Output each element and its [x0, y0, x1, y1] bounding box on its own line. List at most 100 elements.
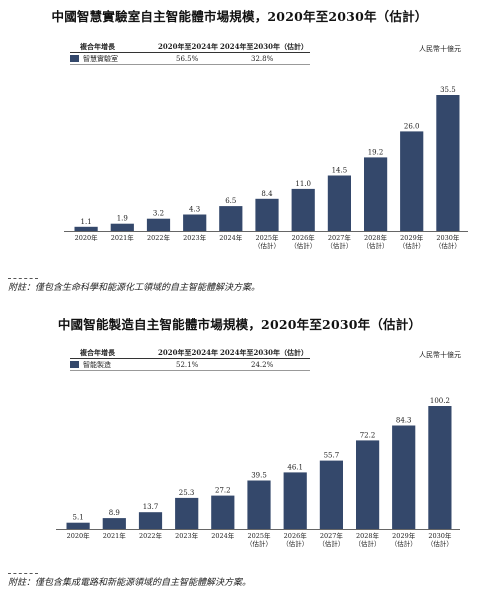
x-tick-label: 2025年	[255, 233, 279, 242]
x-tick-label: 2026年	[292, 233, 316, 242]
x-tick-label: （估計）	[290, 241, 316, 250]
cagr-header-period-2: 2024年至2030年（估計）	[220, 348, 308, 357]
legend-swatch	[70, 361, 79, 368]
chart-title: 中國智能製造自主智能體市場規模，2020年至2030年（估計）	[57, 317, 422, 332]
bar	[400, 131, 424, 231]
bar-value-label: 84.3	[396, 417, 412, 425]
x-tick-label: 2020年	[67, 531, 91, 540]
cagr-header-period-1: 2020年至2024年	[158, 42, 218, 51]
x-tick-label: 2028年	[356, 531, 380, 540]
bar-value-label: 8.4	[261, 190, 273, 198]
x-tick-label: （估計）	[326, 241, 352, 250]
bar	[175, 497, 199, 529]
legend-swatch	[70, 55, 79, 62]
x-tick-label: （估計）	[399, 241, 425, 250]
bar	[319, 460, 343, 529]
cagr-table-header: 複合年增長 2020年至2024年 2024年至2030年（估計）	[70, 42, 310, 53]
cagr-table-row: 智能製造 52.1% 24.2%	[70, 360, 310, 371]
chart-panel-smart-manufacturing: 中國智能製造自主智能體市場規模，2020年至2030年（估計） 複合年增長 20…	[0, 300, 479, 600]
bar-value-label: 3.2	[153, 210, 164, 218]
bar-value-label: 13.7	[143, 503, 159, 511]
bar-value-label: 6.5	[225, 197, 236, 205]
footnote-divider	[8, 278, 38, 279]
x-tick-label: 2023年	[175, 531, 199, 540]
chart-title: 中國智慧實驗室自主智能體市場規模，2020年至2030年（估計）	[51, 9, 428, 24]
x-tick-label: （估計）	[427, 539, 453, 548]
cagr-value-period-2: 32.8%	[251, 55, 274, 63]
bar-value-label: 4.3	[189, 206, 200, 214]
bar-chart-smart-manufacturing: 5.1 2020年 8.9 2021年 13.7 2022年 25.3 2023年 27.2 20…	[56, 397, 460, 548]
bar-value-label: 55.7	[324, 452, 340, 460]
bar	[219, 206, 243, 231]
bar-value-label: 46.1	[287, 463, 303, 471]
cagr-header-period-2: 2024年至2030年（估計）	[220, 42, 308, 51]
bar-chart-smart-lab: 1.1 2020年 1.9 2021年 3.2 2022年 4.3 2023年 6.5 2024年…	[64, 86, 468, 250]
x-tick-label: 2024年	[219, 233, 243, 242]
bar	[74, 226, 98, 231]
x-tick-label: 2020年	[75, 233, 99, 242]
bar-value-label: 27.2	[215, 487, 231, 495]
cagr-table-row: 智慧實驗室 56.5% 32.8%	[70, 54, 310, 65]
bar	[356, 440, 380, 529]
cagr-value-period-2: 24.2%	[251, 361, 274, 369]
cagr-header-period-1: 2020年至2024年	[158, 348, 218, 357]
bar-value-label: 5.1	[73, 514, 84, 522]
bar	[183, 214, 207, 231]
cagr-header-label: 複合年增長	[80, 348, 115, 357]
bar	[392, 425, 416, 529]
x-tick-label: （估計）	[282, 539, 308, 548]
bar-value-label: 11.0	[295, 180, 311, 188]
x-tick-label: 2026年	[284, 531, 308, 540]
bar	[327, 175, 351, 231]
footnote: 附註：僅包含集成電路和新能源領域的自主智能體解決方案。	[8, 578, 252, 588]
x-tick-label: 2021年	[103, 531, 127, 540]
bar-value-label: 19.2	[368, 148, 384, 156]
x-tick-label: 2030年	[436, 233, 460, 242]
legend-label: 智慧實驗室	[83, 55, 118, 63]
bar	[146, 218, 171, 231]
cagr-header-label: 複合年增長	[80, 42, 115, 51]
footnote: 附註：僅包含生命科學和能源化工領域的自主智能體解決方案。	[8, 283, 261, 293]
bar	[255, 198, 279, 231]
bar	[211, 495, 235, 529]
x-tick-label: （估計）	[246, 539, 272, 548]
x-tick-label: 2029年	[392, 531, 416, 540]
bar	[364, 157, 388, 231]
x-tick-label: （估計）	[391, 539, 417, 548]
x-tick-label: 2022年	[139, 531, 163, 540]
bar	[291, 188, 315, 231]
bar	[66, 522, 90, 529]
x-tick-label: （估計）	[363, 241, 389, 250]
bar	[436, 95, 460, 231]
chart-panel-smart-lab: 中國智慧實驗室自主智能體市場規模，2020年至2030年（估計） 複合年增長 2…	[8, 9, 468, 293]
unit-label: 人民幣十億元	[419, 45, 461, 53]
bar	[138, 512, 163, 529]
bar-value-label: 72.2	[360, 431, 376, 439]
bar-value-label: 25.3	[179, 489, 195, 497]
x-tick-label: （估計）	[254, 241, 280, 250]
x-tick-label: 2022年	[147, 233, 171, 242]
bar	[102, 518, 126, 529]
bar-value-label: 14.5	[332, 167, 348, 175]
bar	[110, 223, 134, 231]
cagr-table-header: 複合年增長 2020年至2024年 2024年至2030年（估計）	[70, 348, 310, 359]
bar-value-label: 39.5	[251, 472, 267, 480]
x-tick-label: 2030年	[428, 531, 452, 540]
bar-value-label: 8.9	[109, 509, 120, 517]
bar-value-label: 1.1	[81, 218, 92, 226]
bar-value-label: 100.2	[430, 397, 450, 405]
x-tick-label: 2025年	[247, 531, 271, 540]
legend-label: 智能製造	[83, 361, 111, 369]
bar	[247, 480, 271, 529]
bar-value-label: 1.9	[117, 215, 128, 223]
bar-value-label: 26.0	[404, 122, 420, 130]
x-tick-label: （估計）	[435, 241, 461, 250]
x-tick-label: 2024年	[211, 531, 235, 540]
x-tick-label: 2029年	[400, 233, 424, 242]
x-tick-label: （估計）	[318, 539, 344, 548]
x-tick-label: 2023年	[183, 233, 207, 242]
cagr-value-period-1: 52.1%	[176, 361, 199, 369]
bar	[283, 472, 307, 529]
x-tick-label: （估計）	[355, 539, 381, 548]
bar	[428, 406, 452, 529]
